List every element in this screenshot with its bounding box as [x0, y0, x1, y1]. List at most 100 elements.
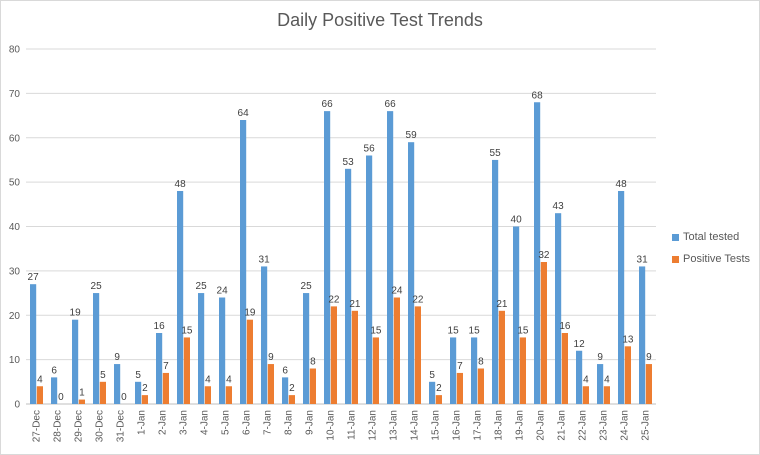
data-label: 12 [574, 339, 586, 350]
x-tick-label: 30-Dec [95, 410, 106, 442]
data-label: 5 [100, 370, 106, 381]
bar-positive-tests [624, 346, 631, 404]
x-tick-label: 4-Jan [200, 410, 211, 435]
bar-total-tested [450, 337, 457, 404]
y-tick-label: 30 [9, 266, 21, 277]
y-tick-label: 40 [9, 222, 21, 233]
bar-positive-tests [351, 310, 358, 404]
bar-positive-tests [225, 386, 232, 404]
bar-positive-tests [477, 368, 484, 404]
x-tick-label: 21-Jan [557, 410, 568, 441]
data-label: 24 [391, 286, 403, 297]
data-label: 22 [328, 294, 340, 305]
bar-total-tested [240, 120, 247, 404]
data-label: 9 [268, 352, 274, 363]
legend-label: Total tested [683, 231, 740, 243]
bar-positive-tests [162, 372, 169, 404]
bar-total-tested [597, 364, 604, 404]
data-label: 8 [478, 357, 484, 368]
data-labels: 2746019125590521674815254244641931962258… [28, 90, 653, 403]
data-label: 2 [436, 383, 442, 394]
x-tick-label: 8-Jan [284, 410, 295, 435]
x-tick-label: 22-Jan [578, 410, 589, 441]
data-label: 4 [37, 374, 43, 385]
data-label: 48 [616, 179, 628, 190]
y-tick-label: 50 [9, 178, 21, 189]
data-label: 31 [637, 254, 649, 265]
data-label: 9 [646, 352, 652, 363]
bar-total-tested [219, 297, 226, 404]
data-label: 53 [343, 157, 355, 168]
bar-total-tested [72, 319, 79, 404]
bar-positive-tests [99, 381, 106, 404]
y-tick-label: 80 [9, 45, 21, 56]
bar-positive-tests [561, 333, 568, 404]
bar-total-tested [534, 102, 541, 404]
data-label: 9 [597, 352, 603, 363]
legend-swatch [672, 255, 679, 263]
bar-positive-tests [540, 262, 547, 404]
bar-total-tested [261, 266, 268, 404]
data-label: 5 [135, 370, 141, 381]
x-tick-label: 5-Jan [221, 410, 232, 435]
x-tick-label: 23-Jan [599, 410, 610, 441]
data-label: 5 [429, 370, 435, 381]
data-label: 27 [28, 272, 40, 283]
data-label: 2 [289, 383, 295, 394]
bar-positive-tests [183, 337, 190, 404]
data-label: 24 [217, 286, 229, 297]
data-label: 7 [163, 361, 169, 372]
bar-total-tested [177, 191, 184, 404]
x-tick-label: 6-Jan [242, 410, 253, 435]
bar-positive-tests [267, 364, 274, 404]
bar-total-tested [408, 142, 415, 404]
data-label: 15 [469, 325, 481, 336]
y-axis-ticks: 0 10 20 30 40 50 60 70 80 [9, 45, 21, 411]
bar-total-tested [576, 350, 583, 404]
data-label: 22 [412, 294, 424, 305]
x-tick-label: 11-Jan [347, 410, 358, 440]
bar-positive-tests [78, 399, 85, 404]
x-tick-label: 3-Jan [179, 410, 190, 435]
data-label: 68 [532, 90, 544, 101]
x-tick-label: 16-Jan [452, 410, 463, 441]
bar-positive-tests [36, 386, 43, 404]
bar-total-tested [303, 293, 310, 404]
bar-total-tested [135, 381, 142, 404]
bar-total-tested [555, 213, 562, 404]
bar-total-tested [492, 159, 499, 404]
data-label: 32 [538, 250, 550, 261]
data-label: 40 [511, 215, 523, 226]
bar-positive-tests [204, 386, 211, 404]
x-tick-label: 15-Jan [431, 410, 442, 441]
x-tick-label: 17-Jan [473, 410, 484, 441]
data-label: 15 [517, 325, 529, 336]
x-tick-label: 20-Jan [536, 410, 547, 441]
y-tick-label: 10 [9, 355, 21, 366]
y-tick-label: 70 [9, 89, 21, 100]
data-label: 13 [622, 334, 634, 345]
data-label: 19 [244, 308, 256, 319]
x-tick-label: 28-Dec [53, 410, 64, 442]
bar-positive-tests [603, 386, 610, 404]
bar-total-tested [198, 293, 205, 404]
legend-item-total-tested: Total tested [672, 226, 750, 248]
data-label: 64 [238, 108, 250, 119]
data-label: 15 [181, 325, 193, 336]
x-tick-label: 31-Dec [116, 410, 127, 442]
bar-positive-tests [435, 395, 442, 404]
bar-total-tested [156, 333, 163, 404]
x-tick-label: 25-Jan [641, 410, 652, 441]
bar-total-tested [366, 155, 373, 404]
data-label: 7 [457, 361, 463, 372]
data-label: 16 [559, 321, 571, 332]
bar-total-tested [618, 191, 625, 404]
data-label: 4 [205, 374, 211, 385]
bar-total-tested [30, 284, 37, 404]
bar-total-tested [114, 364, 121, 404]
x-tick-label: 7-Jan [263, 410, 274, 435]
y-tick-label: 20 [9, 311, 21, 322]
bar-total-tested [387, 111, 394, 404]
data-label: 0 [121, 392, 127, 403]
data-label: 4 [226, 374, 232, 385]
